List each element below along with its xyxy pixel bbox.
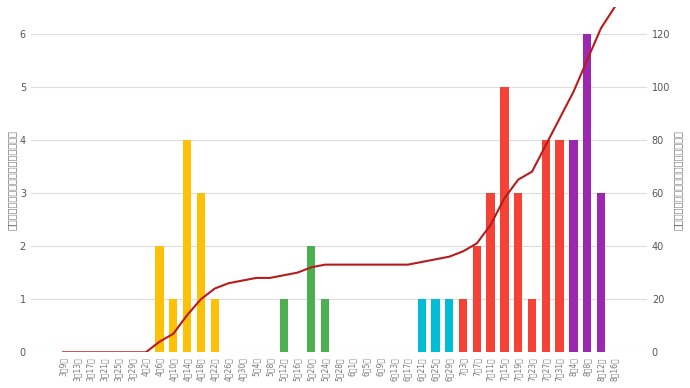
Bar [555, 140, 564, 352]
Bar [445, 299, 453, 352]
Bar [500, 87, 509, 352]
Bar [431, 299, 440, 352]
Bar [307, 246, 315, 352]
Bar [210, 299, 219, 352]
Bar [486, 193, 495, 352]
Bar [569, 140, 578, 352]
Bar [169, 299, 177, 352]
Y-axis label: 棒グラフ：日毎の陽性確認者数（人）: 棒グラフ：日毎の陽性確認者数（人） [7, 130, 17, 230]
Bar [459, 299, 467, 352]
Y-axis label: 折れ線：陽性確認者の累計人数（人）: 折れ線：陽性確認者の累計人数（人） [673, 130, 683, 230]
Bar [514, 193, 522, 352]
Bar [597, 193, 605, 352]
Bar [155, 246, 164, 352]
Bar [197, 193, 205, 352]
Bar [542, 140, 550, 352]
Bar [183, 140, 191, 352]
Bar [321, 299, 329, 352]
Bar [473, 246, 481, 352]
Bar [583, 33, 591, 352]
Bar [279, 299, 288, 352]
Bar [528, 299, 536, 352]
Bar [417, 299, 426, 352]
